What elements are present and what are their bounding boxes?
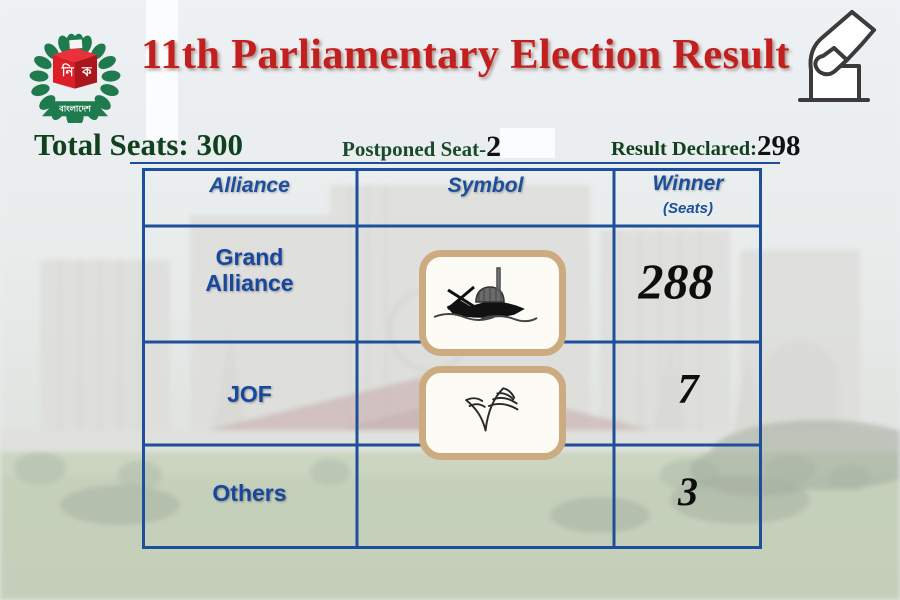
svg-text:বাংলাদেশ: বাংলাদেশ bbox=[58, 104, 92, 113]
svg-text:নি: নি bbox=[61, 63, 75, 79]
svg-text:ক: ক bbox=[81, 64, 92, 79]
